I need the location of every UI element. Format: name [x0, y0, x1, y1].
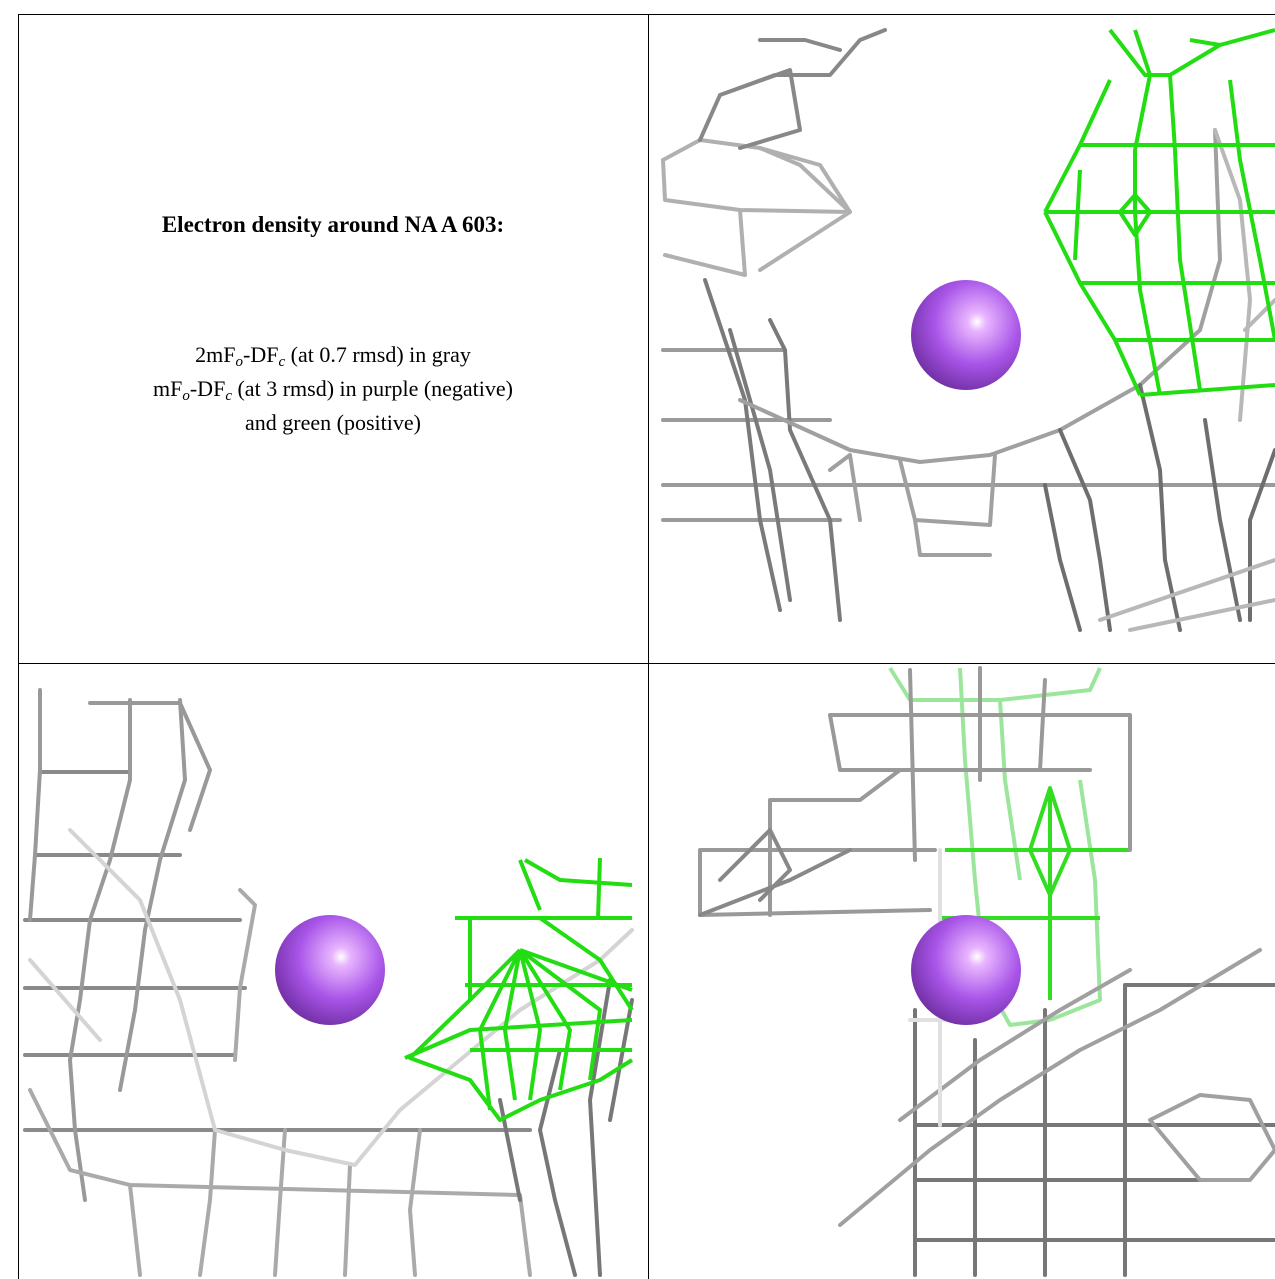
text: (at 3 rmsd) in purple (negative)	[231, 376, 513, 401]
subscript: c	[278, 354, 286, 370]
legend-line: 2mFo-DFc (at 0.7 rmsd) in gray	[20, 338, 646, 372]
subscript: o	[235, 354, 244, 370]
subscript: c	[225, 388, 232, 404]
legend-line: mFo-DFc (at 3 rmsd) in purple (negative)	[20, 372, 646, 406]
sodium-ion	[911, 915, 1021, 1025]
sodium-ion	[275, 915, 385, 1025]
title: Electron density around NA A 603:	[161, 212, 505, 237]
legend-line: and green (positive)	[20, 406, 646, 440]
legend: 2mFo-DFc (at 0.7 rmsd) in gray mFo-DFc (…	[20, 338, 646, 440]
density-panel-2	[23, 688, 634, 1277]
sodium-ion	[911, 280, 1021, 390]
text: -DF	[189, 376, 226, 401]
text: and green (positive)	[245, 410, 421, 435]
subscript: o	[182, 388, 190, 404]
density-panel-1	[661, 28, 1275, 632]
text: -DF	[243, 342, 279, 367]
text: (at 0.7 rmsd) in gray	[285, 342, 471, 367]
table-borders	[18, 14, 1275, 1279]
text: mF	[153, 376, 183, 401]
density-panel-3	[698, 666, 1275, 1277]
text: 2mF	[195, 342, 236, 367]
